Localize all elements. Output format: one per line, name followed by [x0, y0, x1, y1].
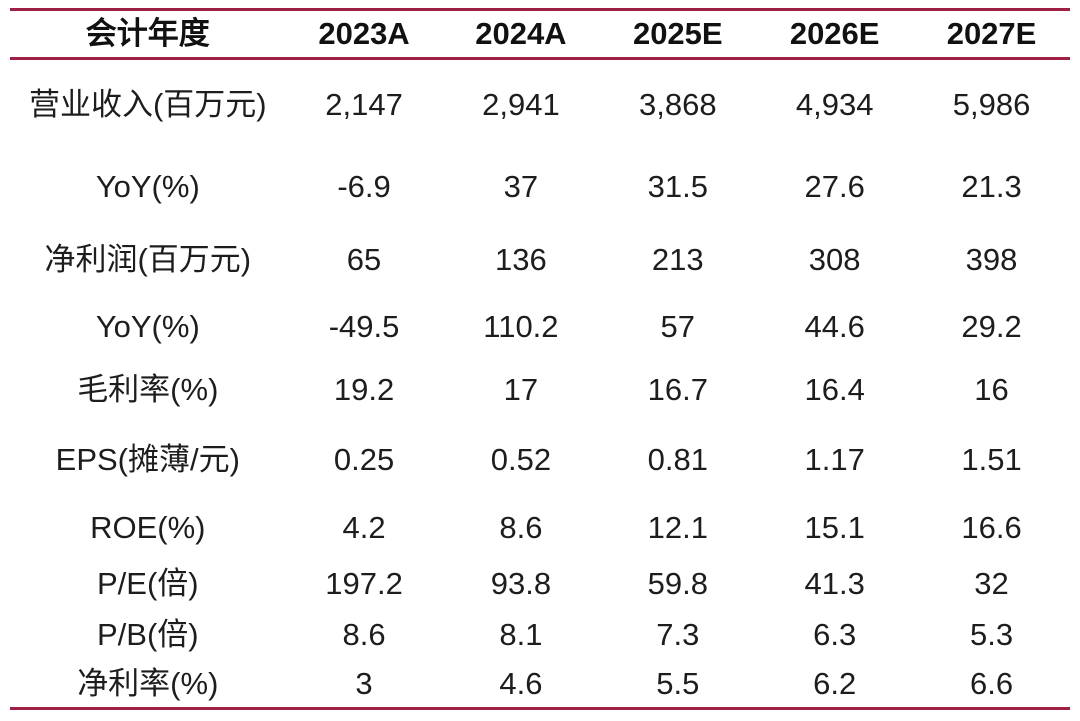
cell-value: 6.2 — [813, 666, 857, 702]
cell-value: 59.8 — [647, 566, 708, 602]
cell-value: 19.2 — [333, 372, 395, 408]
cell-value: 4,934 — [795, 87, 874, 123]
cell-value: 7.3 — [656, 617, 700, 653]
cell-value: 17 — [503, 372, 539, 408]
cell-value: 213 — [651, 242, 704, 278]
table-row-pe: P/E(倍) 197.2 93.8 59.8 41.3 32 — [10, 559, 1070, 609]
cell-value: 3,868 — [638, 87, 717, 123]
cell-value: 8.6 — [499, 510, 543, 546]
cell-value: 8.6 — [342, 617, 386, 653]
cell-value: 37 — [503, 169, 539, 205]
cell-value: -6.9 — [337, 169, 391, 205]
header-cell-2026e: 2026E — [789, 16, 880, 52]
table-row-revenue: 营业收入(百万元) 2,147 2,941 3,868 4,934 5,986 — [10, 60, 1070, 150]
cell-value: 57 — [660, 309, 696, 345]
row-label: ROE(%) — [90, 510, 206, 546]
cell-value: 16.4 — [804, 372, 865, 408]
header-cell-2027e: 2027E — [946, 16, 1037, 52]
row-label: 营业收入(百万元) — [28, 87, 267, 123]
row-label: 净利润(百万元) — [44, 242, 252, 278]
cell-value: 1.17 — [804, 441, 865, 477]
table-body: 营业收入(百万元) 2,147 2,941 3,868 4,934 5,986 … — [10, 60, 1070, 707]
table-row-net-margin: 净利率(%) 3 4.6 5.5 6.2 6.6 — [10, 661, 1070, 707]
cell-value: 0.25 — [333, 441, 395, 477]
header-cell-2023a: 2023A — [318, 16, 410, 52]
cell-value: 41.3 — [804, 566, 865, 602]
cell-value: 1.51 — [961, 441, 1022, 477]
cell-value: 44.6 — [804, 309, 865, 345]
table-rule-header-bottom — [10, 57, 1070, 60]
table-row-revenue-yoy: YoY(%) -6.9 37 31.5 27.6 21.3 — [10, 150, 1070, 224]
cell-value: 5.5 — [656, 666, 700, 702]
cell-value: 0.52 — [490, 441, 552, 477]
cell-value: 15.1 — [804, 510, 865, 546]
row-label: 净利率(%) — [77, 666, 219, 702]
header-fiscal-year: 会计年度 — [85, 16, 210, 52]
cell-value: 16.6 — [961, 510, 1022, 546]
row-label: YoY(%) — [95, 309, 200, 345]
cell-value: 308 — [808, 242, 861, 278]
row-label: EPS(摊薄/元) — [55, 441, 240, 477]
cell-value: 6.3 — [813, 617, 857, 653]
row-label: P/E(倍) — [96, 566, 199, 602]
table-row-gross-margin: 毛利率(%) 19.2 17 16.7 16.4 16 — [10, 358, 1070, 422]
cell-value: 16.7 — [647, 372, 708, 408]
cell-value: 5.3 — [969, 617, 1014, 653]
cell-value: 398 — [965, 242, 1018, 278]
table-rule-top — [10, 8, 1070, 11]
cell-value: 6.6 — [969, 666, 1014, 702]
cell-value: 4.2 — [342, 510, 386, 546]
cell-value: 65 — [346, 242, 382, 278]
cell-value: 93.8 — [490, 566, 552, 602]
cell-value: 16 — [974, 372, 1009, 408]
table-row-net-profit-yoy: YoY(%) -49.5 110.2 57 44.6 29.2 — [10, 296, 1070, 358]
header-cell-2025e: 2025E — [632, 16, 723, 52]
cell-value: 29.2 — [961, 309, 1022, 345]
cell-value: 110.2 — [483, 309, 559, 345]
cell-value: 136 — [495, 242, 547, 278]
row-label: P/B(倍) — [96, 617, 199, 653]
cell-value: 4.6 — [499, 666, 543, 702]
cell-value: 2,941 — [482, 87, 560, 123]
row-label: 毛利率(%) — [77, 372, 219, 408]
table-row-roe: ROE(%) 4.2 8.6 12.1 15.1 16.6 — [10, 497, 1070, 559]
table-row-pb: P/B(倍) 8.6 8.1 7.3 6.3 5.3 — [10, 609, 1070, 661]
cell-value: 197.2 — [325, 566, 403, 602]
table-row-eps: EPS(摊薄/元) 0.25 0.52 0.81 1.17 1.51 — [10, 422, 1070, 497]
cell-value: 31.5 — [647, 169, 708, 205]
cell-value: 12.1 — [647, 510, 708, 546]
row-label: YoY(%) — [95, 169, 200, 205]
header-cell-2024a: 2024A — [475, 16, 567, 52]
financial-forecast-table: 会计年度 2023A 2024A 2025E 2026E 2027E 营业收入(… — [10, 8, 1070, 710]
cell-value: 32 — [974, 566, 1009, 602]
table-row-net-profit: 净利润(百万元) 65 136 213 308 398 — [10, 224, 1070, 296]
cell-value: -49.5 — [328, 309, 400, 345]
table-rule-bottom — [10, 707, 1070, 710]
cell-value: 3 — [355, 666, 373, 702]
cell-value: 0.81 — [647, 441, 708, 477]
cell-value: 2,147 — [325, 87, 403, 123]
table-header-row: 会计年度 2023A 2024A 2025E 2026E 2027E — [10, 11, 1070, 57]
cell-value: 5,986 — [952, 87, 1031, 123]
cell-value: 27.6 — [804, 169, 865, 205]
cell-value: 21.3 — [961, 169, 1022, 205]
cell-value: 8.1 — [499, 617, 543, 653]
